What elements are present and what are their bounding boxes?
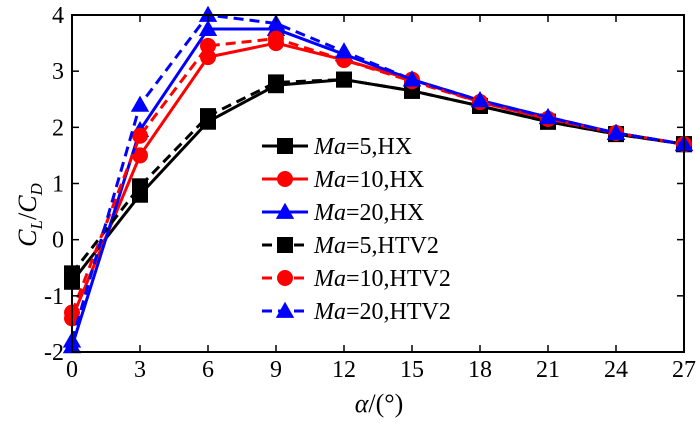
data-point	[268, 74, 284, 91]
x-tick-label: 6	[202, 357, 214, 383]
legend-entry: Ma=10,HX	[262, 167, 424, 193]
data-point	[132, 178, 148, 195]
legend-entry: Ma=5,HX	[262, 134, 412, 160]
series-6	[62, 5, 694, 348]
y-tick-label: 3	[52, 59, 64, 85]
y-axis-label: CL/CD	[13, 182, 46, 246]
data-point	[538, 108, 558, 125]
legend-entry: Ma=20,HTV2	[262, 299, 451, 325]
x-tick-label: 3	[134, 357, 146, 383]
y-tick-label: -1	[44, 284, 64, 310]
y-tick-label: 0	[52, 228, 64, 254]
data-point	[132, 127, 148, 144]
legend-label: Ma=5,HX	[313, 134, 412, 160]
y-tick-label: 2	[52, 115, 64, 141]
x-tick-label: 24	[604, 357, 628, 383]
data-point	[198, 19, 218, 36]
data-point	[336, 71, 352, 88]
x-axis-label: α/(°)	[355, 389, 404, 418]
y-tick-label: 4	[52, 3, 64, 29]
x-tick-label: 9	[270, 357, 282, 383]
legend-entry: Ma=20,HX	[262, 200, 424, 226]
data-point	[200, 108, 216, 125]
x-tick-label: 0	[66, 357, 78, 383]
legend-marker	[277, 237, 293, 253]
legend-label: Ma=10,HTV2	[313, 266, 451, 292]
data-point	[268, 30, 284, 47]
series-line	[70, 78, 685, 275]
legend-marker	[275, 301, 295, 318]
data-point	[130, 95, 150, 112]
legend-marker	[275, 202, 295, 219]
legend-label: Ma=5,HTV2	[313, 233, 439, 259]
legend-marker	[277, 171, 293, 187]
x-tick-label: 27	[672, 357, 696, 383]
series-line	[70, 37, 685, 314]
data-point	[266, 14, 286, 31]
y-tick-label: -2	[44, 340, 64, 366]
data-point	[198, 5, 218, 22]
data-point	[132, 147, 148, 164]
y-tick-label: 1	[52, 172, 64, 198]
data-point	[334, 42, 354, 59]
x-tick-label: 12	[332, 357, 356, 383]
legend-label: Ma=20,HX	[313, 200, 424, 226]
data-point	[606, 123, 626, 140]
legend-entry: Ma=5,HTV2	[262, 233, 439, 259]
data-point	[470, 91, 490, 108]
legend-marker	[277, 270, 293, 286]
x-tick-label: 21	[536, 357, 560, 383]
legend-entry: Ma=10,HTV2	[262, 266, 451, 292]
data-point	[200, 37, 216, 54]
series-layer	[62, 5, 694, 354]
data-point	[402, 70, 422, 87]
legend-marker	[277, 138, 293, 154]
legend-label: Ma=10,HX	[313, 167, 424, 193]
legend: Ma=5,HX Ma=10,HX Ma=20,HX Ma=5,HTV2 Ma=10,HT…	[262, 134, 451, 325]
series-line	[70, 13, 685, 342]
legend-label: Ma=20,HTV2	[313, 299, 451, 325]
x-tick-label: 15	[400, 357, 424, 383]
x-tick-label: 18	[468, 357, 492, 383]
